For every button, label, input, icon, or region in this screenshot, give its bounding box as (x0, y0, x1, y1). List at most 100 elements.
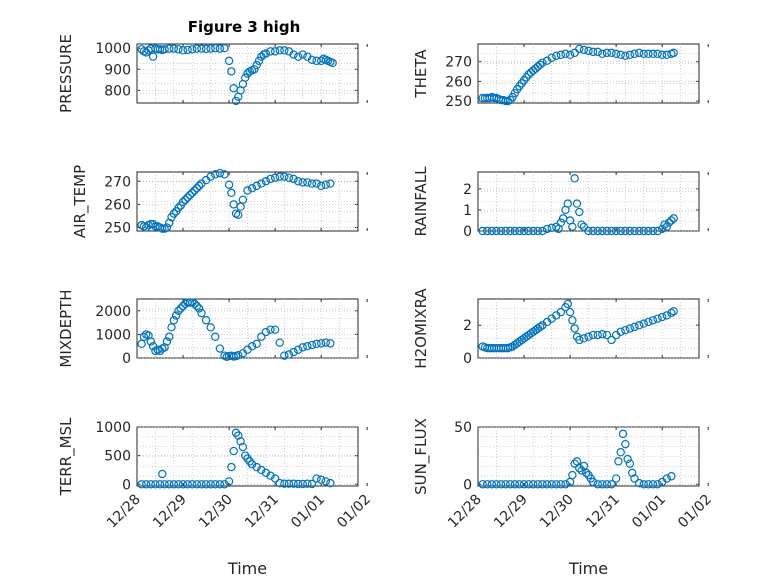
data-point (206, 44, 215, 53)
data-point (293, 345, 303, 354)
data-point (188, 188, 197, 198)
data-point (667, 308, 676, 318)
data-point (146, 480, 156, 489)
data-point (561, 49, 570, 59)
axes-3: 250 260 270 AIR_TEMP (71, 165, 368, 238)
data-point (275, 478, 284, 488)
data-point (625, 50, 635, 60)
data-point (662, 474, 671, 483)
data-point (478, 226, 487, 236)
y-tick-label: 270 (445, 55, 472, 71)
data-point (247, 460, 257, 469)
data-point (165, 218, 174, 228)
data-point (194, 304, 204, 313)
data-point (579, 334, 589, 343)
data-point (616, 448, 625, 457)
data-point (236, 437, 245, 446)
data-point (625, 324, 635, 333)
data-point (231, 96, 241, 106)
data-point (570, 324, 579, 333)
data-point (669, 214, 678, 223)
data-point (206, 172, 215, 181)
data-point (547, 480, 556, 489)
data-point (312, 474, 321, 483)
x-tick-label: 12/28 (445, 492, 485, 532)
data-point (510, 226, 520, 236)
data-point (552, 222, 561, 231)
data-point (280, 46, 289, 55)
x-tick-label: 12/31 (583, 492, 623, 532)
data-point (657, 50, 667, 60)
data-point (201, 316, 211, 325)
data-point (298, 50, 307, 59)
axes-5: 0 1000 2000 MIXDEPTH (57, 289, 368, 368)
y-tick-label: 1000 (95, 420, 131, 436)
data-point (607, 480, 616, 489)
data-point (483, 480, 492, 489)
data-point (307, 479, 317, 489)
data-point (607, 226, 616, 236)
data-point (542, 224, 552, 234)
axes-8: 12/28 12/29 12/30 12/31 01/01 01/02 0 50 SUN_FLU… (412, 418, 715, 578)
data-point (579, 222, 589, 231)
x-tick-label: 12/29 (491, 492, 531, 532)
data-point (252, 462, 261, 472)
data-point (234, 431, 243, 440)
data-point (501, 480, 510, 489)
data-point (581, 468, 591, 478)
data-point (316, 475, 326, 484)
y-tick-label: 250 (445, 94, 472, 110)
data-point (178, 197, 188, 207)
y-tick-label: 260 (445, 74, 472, 90)
data-point (556, 307, 566, 317)
data-point (146, 337, 156, 346)
data-point (293, 177, 303, 186)
data-point (298, 343, 307, 352)
data-point (538, 480, 547, 489)
data-point (593, 480, 602, 489)
data-point (664, 218, 674, 227)
data-point (234, 350, 243, 360)
data-point (284, 173, 294, 182)
data-point (289, 347, 298, 357)
data-point (171, 311, 181, 320)
y-tick-label: 500 (104, 449, 131, 465)
data-point (240, 73, 250, 82)
y-axis-label: PRESSURE (57, 34, 75, 113)
y-axis-label: THETA (412, 49, 430, 99)
data-point (524, 226, 533, 236)
data-point (197, 308, 206, 318)
data-point (577, 466, 586, 475)
figure-title: Figure 3 high (188, 18, 301, 36)
data-point (165, 44, 174, 53)
data-point (215, 44, 225, 53)
data-point (257, 179, 266, 188)
y-tick-label: 1000 (95, 327, 131, 343)
data-point (298, 178, 307, 187)
data-point (321, 180, 330, 189)
data-point (535, 322, 545, 332)
x-tick-label: 12/30 (537, 492, 577, 532)
data-point (611, 474, 621, 483)
data-point (519, 226, 529, 236)
data-point (160, 480, 169, 489)
data-point (192, 183, 202, 193)
data-point (538, 226, 547, 236)
data-point (584, 332, 593, 341)
data-point (478, 480, 487, 489)
data-point (630, 49, 639, 59)
data-point (602, 48, 612, 58)
data-point (215, 344, 225, 353)
data-point (227, 188, 236, 198)
y-tick-label: 2000 (95, 304, 131, 320)
data-point (194, 181, 204, 191)
data-point (275, 338, 284, 347)
data-point (307, 55, 317, 65)
data-point (293, 52, 303, 61)
data-point (547, 53, 556, 62)
data-point (639, 49, 648, 59)
data-point (625, 459, 635, 468)
data-point (270, 325, 280, 334)
data-point (588, 226, 598, 236)
data-point (630, 322, 639, 332)
